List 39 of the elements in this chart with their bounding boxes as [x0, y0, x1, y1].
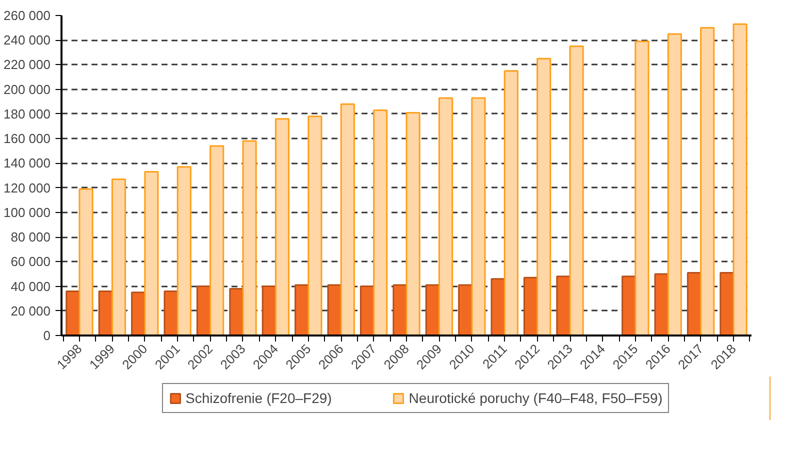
y-tick-label: 220 000 — [4, 57, 51, 72]
bar — [308, 116, 322, 336]
bar — [78, 188, 94, 336]
bar — [340, 103, 355, 336]
bar — [732, 23, 748, 336]
y-tick-label: 80 000 — [10, 230, 51, 245]
y-tick-label: 0 — [43, 328, 51, 343]
bar — [144, 171, 159, 336]
y-tick-label: 260 000 — [4, 8, 51, 23]
bar — [392, 284, 408, 336]
bar — [111, 178, 126, 336]
bar — [176, 166, 192, 336]
bar — [634, 40, 650, 336]
bar — [556, 276, 571, 336]
y-tick-label: 200 000 — [4, 82, 51, 97]
y-tick-label: 240 000 — [4, 32, 51, 48]
bar — [471, 97, 486, 336]
bar — [720, 272, 734, 336]
y-tick-label: 180 000 — [4, 106, 51, 122]
y-tick-label: 20 000 — [10, 303, 51, 318]
y-tick-label: 40 000 — [10, 278, 51, 294]
y-tick-label: 160 000 — [4, 131, 51, 146]
bar — [504, 70, 518, 336]
bar — [242, 140, 257, 336]
bar — [569, 46, 584, 336]
bar — [438, 97, 454, 336]
y-tick-label: 140 000 — [4, 156, 51, 171]
legend-label: Schizofrenie (F20–F29) — [186, 390, 332, 406]
y-tick-label: 120 000 — [4, 180, 51, 196]
bar — [667, 33, 682, 336]
bar — [406, 112, 420, 336]
bar — [373, 110, 388, 336]
bar — [210, 145, 224, 336]
bar — [536, 58, 552, 336]
bar — [700, 27, 715, 336]
bar — [274, 118, 290, 336]
y-tick-label: 100 000 — [4, 204, 51, 220]
legend-label: Neurotické poruchy (F40–F48, F50–F59) — [408, 390, 662, 406]
y-tick-label: 60 000 — [10, 254, 51, 270]
